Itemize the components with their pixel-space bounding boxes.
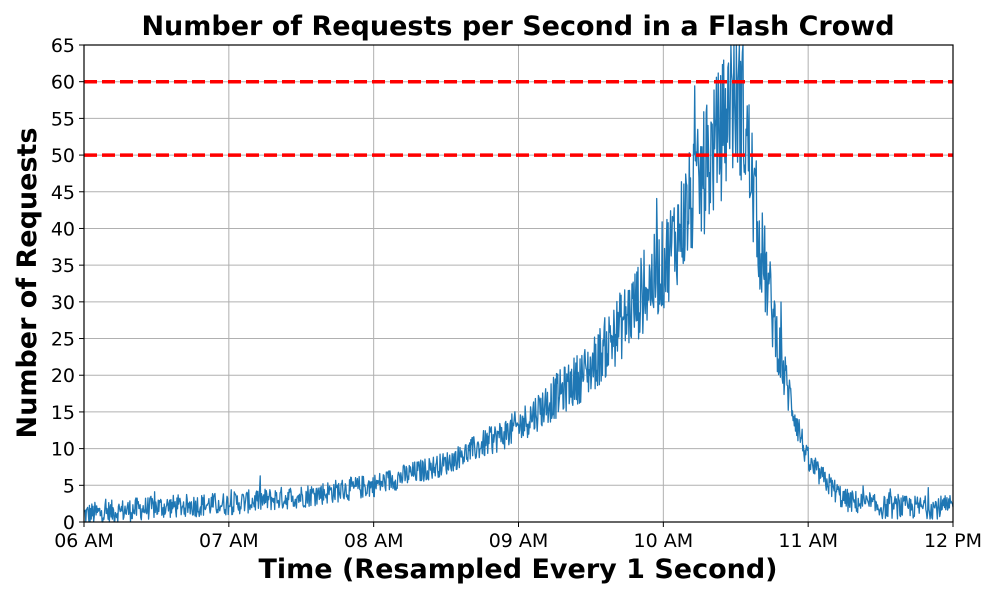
y-tick-label: 60 [51, 72, 75, 94]
y-tick-label: 55 [51, 108, 75, 130]
x-tick-label: 10 AM [634, 530, 694, 552]
grid [83, 44, 954, 523]
reference-lines [84, 79, 953, 157]
y-tick-label: 40 [51, 218, 75, 240]
y-tick-label: 35 [51, 255, 75, 277]
y-axis-ticks: 0 5 10 15 20 25 30 35 40 45 50 55 60 65 [51, 35, 84, 534]
y-tick-label: 15 [51, 402, 75, 424]
x-tick-label: 09 AM [489, 530, 549, 552]
y-tick-label: 30 [51, 292, 75, 314]
x-tick-label: 06 AM [54, 530, 114, 552]
y-tick-label: 65 [51, 35, 75, 57]
y-tick-label: 45 [51, 182, 75, 204]
y-tick-label: 50 [51, 145, 75, 167]
series-line [83, 44, 954, 523]
x-tick-label: 08 AM [344, 530, 404, 552]
y-tick-label: 0 [63, 512, 75, 534]
y-tick-label: 10 [51, 439, 75, 461]
x-tick-label: 11 AM [778, 530, 838, 552]
series-layer [83, 44, 954, 523]
x-axis-ticks: 06 AM 07 AM 08 AM 09 AM 10 AM 11 AM 12 PM [54, 522, 982, 552]
x-axis-label: Time (Resampled Every 1 Second) [258, 554, 777, 585]
y-axis-label: Number of Requests [12, 127, 43, 438]
chart-title: Number of Requests per Second in a Flash… [141, 11, 894, 42]
x-tick-label: 12 PM [924, 530, 982, 552]
y-tick-label: 20 [51, 365, 75, 387]
y-tick-label: 5 [63, 475, 75, 497]
x-tick-label: 07 AM [199, 530, 259, 552]
y-tick-label: 25 [51, 329, 75, 351]
